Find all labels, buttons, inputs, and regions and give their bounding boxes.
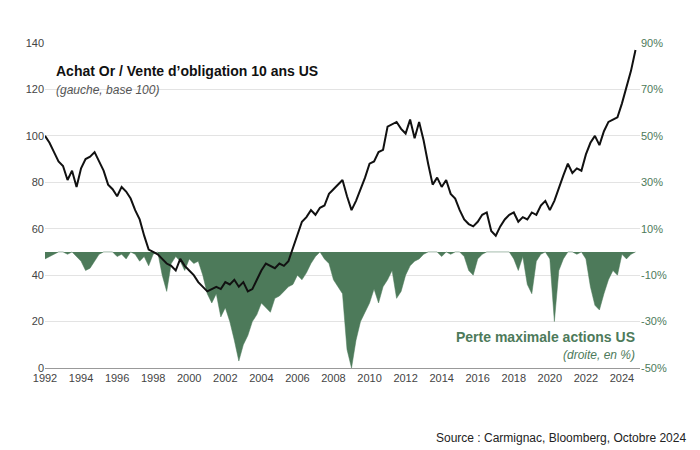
svg-text:1998: 1998 xyxy=(141,372,165,384)
svg-text:Perte maximale actions US: Perte maximale actions US xyxy=(456,329,635,345)
svg-text:1994: 1994 xyxy=(69,372,93,384)
svg-text:-50%: -50% xyxy=(641,362,667,374)
svg-text:90%: 90% xyxy=(641,37,663,49)
svg-text:50%: 50% xyxy=(641,130,663,142)
svg-text:140: 140 xyxy=(26,37,44,49)
svg-text:2008: 2008 xyxy=(321,372,345,384)
svg-text:10%: 10% xyxy=(641,223,663,235)
svg-text:2018: 2018 xyxy=(502,372,526,384)
svg-text:1992: 1992 xyxy=(33,372,57,384)
svg-text:20: 20 xyxy=(32,315,44,327)
svg-text:2024: 2024 xyxy=(610,372,634,384)
svg-text:30%: 30% xyxy=(641,176,663,188)
svg-text:2000: 2000 xyxy=(177,372,201,384)
svg-text:70%: 70% xyxy=(641,83,663,95)
svg-text:(gauche, base 100): (gauche, base 100) xyxy=(56,83,159,97)
svg-text:2014: 2014 xyxy=(429,372,453,384)
svg-text:60: 60 xyxy=(32,223,44,235)
svg-text:2020: 2020 xyxy=(538,372,562,384)
svg-text:40: 40 xyxy=(32,269,44,281)
svg-text:-10%: -10% xyxy=(641,269,667,281)
svg-text:Source : Carmignac, Bloomberg,: Source : Carmignac, Bloomberg, Octobre 2… xyxy=(436,431,686,445)
svg-text:-30%: -30% xyxy=(641,315,667,327)
svg-text:2002: 2002 xyxy=(213,372,237,384)
svg-text:2022: 2022 xyxy=(574,372,598,384)
svg-text:2016: 2016 xyxy=(465,372,489,384)
svg-text:2010: 2010 xyxy=(357,372,381,384)
svg-text:80: 80 xyxy=(32,176,44,188)
svg-text:100: 100 xyxy=(26,130,44,142)
svg-text:2004: 2004 xyxy=(249,372,273,384)
svg-text:2012: 2012 xyxy=(393,372,417,384)
svg-text:(droite, en %): (droite, en %) xyxy=(563,348,635,362)
svg-text:2006: 2006 xyxy=(285,372,309,384)
svg-text:1996: 1996 xyxy=(105,372,129,384)
svg-text:120: 120 xyxy=(26,83,44,95)
svg-text:Achat Or / Vente d’obligation: Achat Or / Vente d’obligation 10 ans US xyxy=(56,63,318,79)
svg-text:0: 0 xyxy=(38,362,44,374)
